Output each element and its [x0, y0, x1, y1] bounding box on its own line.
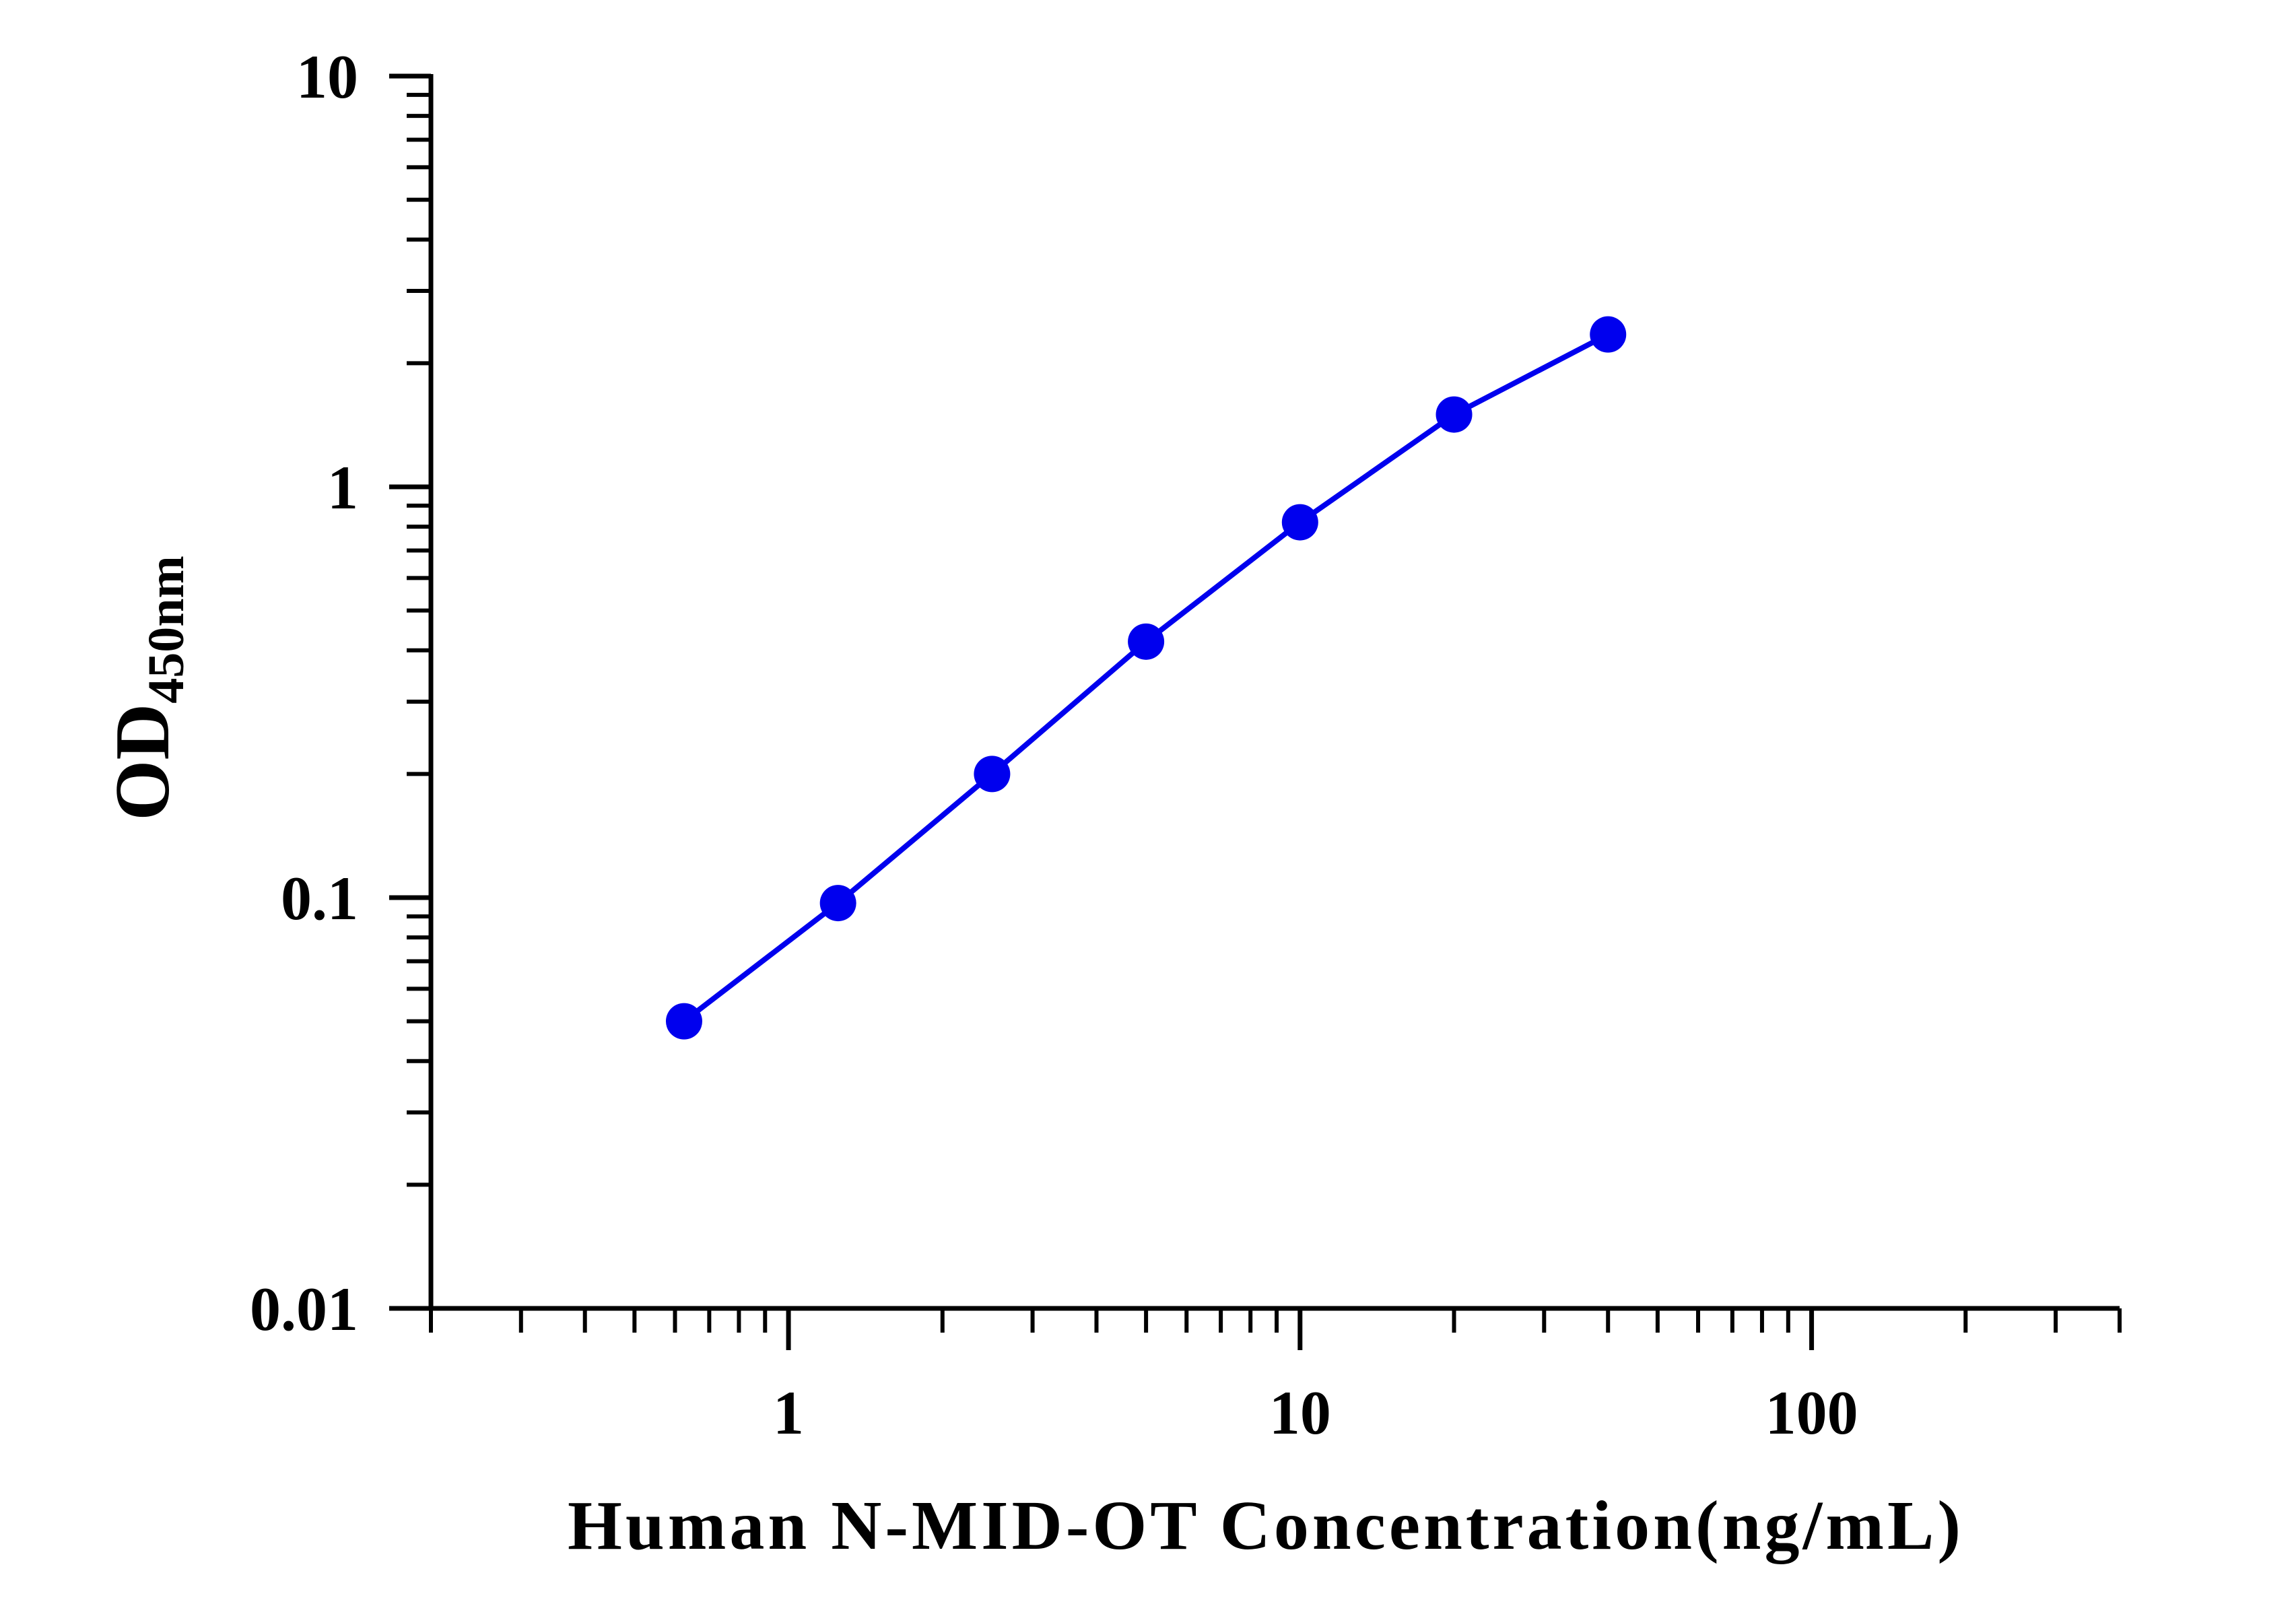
y-axis-title: OD450nm: [100, 556, 195, 821]
data-point: [1281, 504, 1318, 541]
data-point: [665, 1003, 702, 1040]
x-tick-label: 1: [773, 1378, 804, 1447]
x-axis-title: Human N-MID-OT Concentration(ng/mL): [568, 1487, 1964, 1564]
data-point: [1436, 396, 1473, 433]
data-point: [819, 885, 856, 922]
y-tick-label: 0.01: [250, 1275, 358, 1343]
y-tick-labels: 0.01 0.1 1 10: [250, 42, 358, 1343]
y-tick-label: 0.1: [281, 864, 358, 933]
x-minor-ticks: [429, 1308, 2122, 1333]
y-tick-label: 10: [296, 42, 358, 111]
y-major-ticks: [389, 73, 431, 1311]
series-line: [682, 332, 1610, 1024]
x-tick-label: 100: [1765, 1378, 1858, 1447]
series-layer: [665, 316, 1627, 1040]
data-point: [974, 756, 1011, 793]
data-point: [1590, 316, 1627, 353]
x-tick-label: 10: [1269, 1378, 1331, 1447]
y-minor-ticks: [407, 92, 431, 1187]
data-point: [1128, 623, 1165, 660]
x-tick-labels: 1 10 100: [773, 1378, 1858, 1447]
x-major-ticks: [786, 1308, 1815, 1350]
y-tick-label: 1: [327, 453, 358, 522]
y-axis-title-main: OD: [100, 704, 186, 821]
y-axis-title-subscript: 450nm: [138, 556, 195, 704]
